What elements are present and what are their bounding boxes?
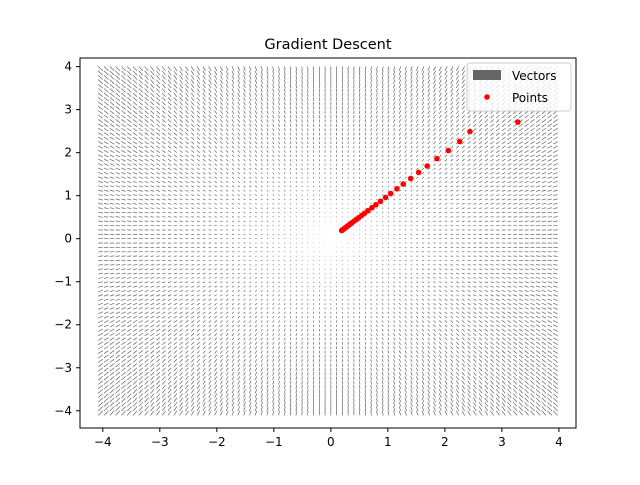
vector-arrow xyxy=(302,203,303,204)
vector-arrow xyxy=(284,217,285,218)
vector-arrow xyxy=(302,208,303,209)
vector-arrow xyxy=(302,269,303,270)
vector-arrow xyxy=(296,212,297,213)
vector-arrow xyxy=(302,265,303,266)
vector-arrow xyxy=(302,273,303,274)
chart-title: Gradient Descent xyxy=(264,37,391,53)
vector-arrow xyxy=(371,260,372,261)
vector-arrow xyxy=(359,208,360,209)
vector-arrow xyxy=(359,212,360,213)
vector-arrow xyxy=(296,217,297,218)
vector-arrow xyxy=(302,277,303,278)
vector-arrow xyxy=(382,260,383,261)
vector-arrow xyxy=(365,265,366,266)
vector-arrow xyxy=(365,217,366,218)
vector-arrow xyxy=(359,265,360,266)
vector-arrow xyxy=(279,260,280,261)
vector-arrow xyxy=(302,260,303,261)
vector-arrow xyxy=(302,212,303,213)
vector-arrow xyxy=(284,260,285,261)
vector-arrow xyxy=(290,217,291,218)
vector-arrow xyxy=(290,260,291,261)
vector-arrow xyxy=(359,203,360,204)
vector-arrow xyxy=(302,199,303,200)
vector-arrow xyxy=(376,260,377,261)
vector-arrow xyxy=(296,265,297,266)
vector-arrow xyxy=(302,217,303,218)
vector-arrow xyxy=(365,260,366,261)
vector-arrow xyxy=(359,260,360,261)
vector-arrow xyxy=(359,199,360,200)
vector-arrow xyxy=(371,217,372,218)
vector-arrow xyxy=(376,217,377,218)
vector-arrow xyxy=(359,269,360,270)
vector-arrow xyxy=(359,273,360,274)
vector-arrow xyxy=(359,277,360,278)
vector-arrow xyxy=(296,260,297,261)
